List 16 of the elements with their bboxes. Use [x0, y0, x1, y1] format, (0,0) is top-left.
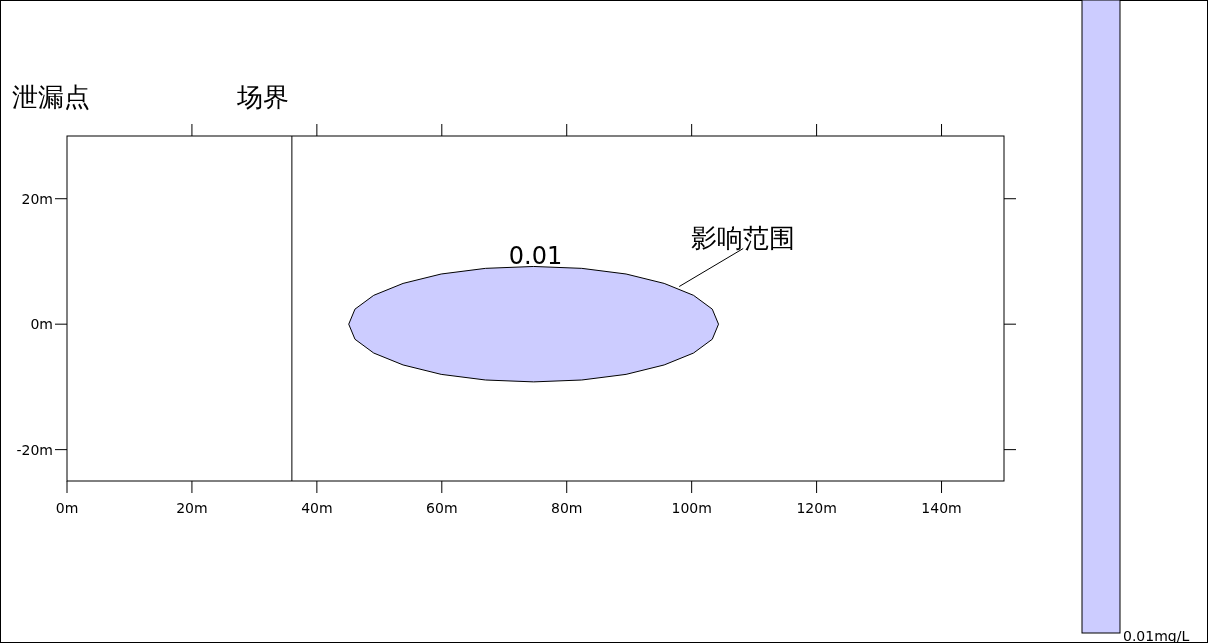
color-bar-title: 0.01mg/L — [1123, 628, 1190, 643]
text: 泄漏点 — [12, 82, 90, 112]
annotation: 影响范围 — [691, 222, 796, 253]
y-tick-label: -20m — [16, 441, 53, 458]
annotation: 0.01 — [508, 242, 563, 271]
x-tick-label: 20m — [176, 500, 208, 516]
x-tick-label: 140m — [921, 500, 962, 516]
y-tick-label: 20m — [21, 190, 53, 207]
ref-line-label: 场界 — [235, 82, 289, 112]
x-tick-label: 100m — [671, 500, 712, 516]
x-tick-label: 0m — [55, 500, 79, 516]
x-tick-label: 60m — [426, 500, 458, 516]
x-tick-label: 80m — [551, 500, 583, 516]
x-tick-label: 120m — [796, 500, 837, 516]
x-tick-label: 40m — [301, 500, 333, 516]
y-tick-label: 0m — [30, 316, 53, 333]
